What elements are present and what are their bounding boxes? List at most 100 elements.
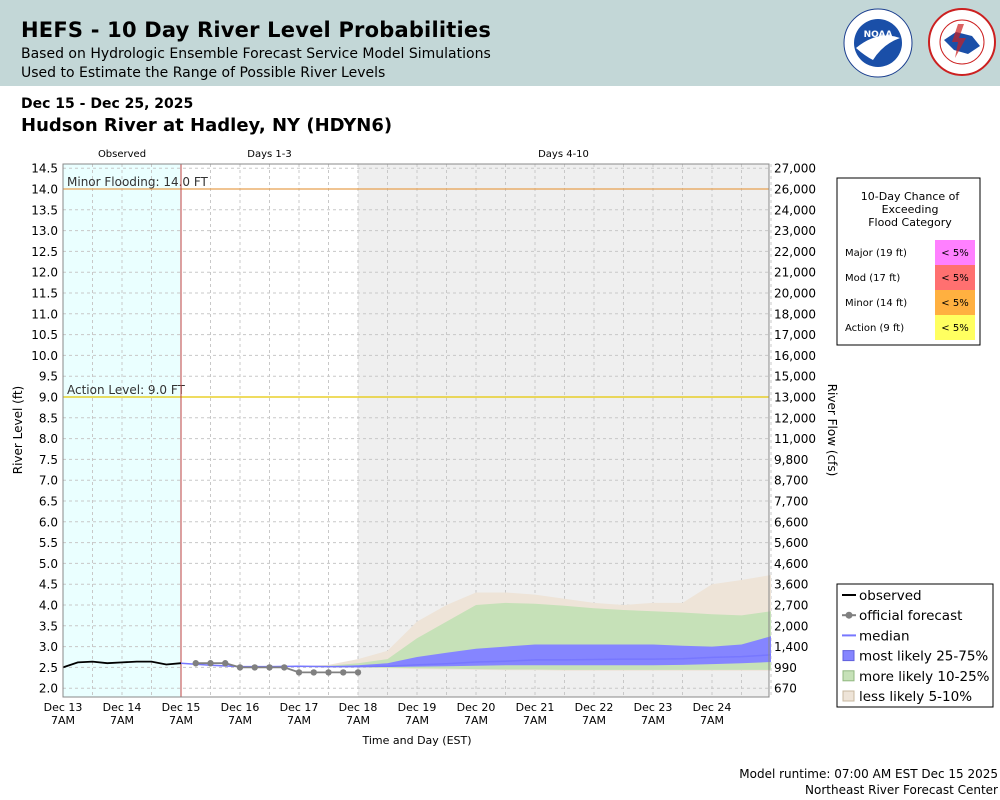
x-tick-day: Dec 16 xyxy=(221,701,260,714)
x-tick-day: Dec 18 xyxy=(339,701,378,714)
y-tick-label: 11.5 xyxy=(31,287,58,301)
y-tick-label: 14.5 xyxy=(31,162,58,176)
page-title: HEFS - 10 Day River Level Probabilities xyxy=(21,18,492,42)
x-tick-time: 7AM xyxy=(169,714,193,727)
flood-chance-title: Flood Category xyxy=(868,216,952,229)
legend-label: most likely 25-75% xyxy=(859,649,988,665)
model-runtime: Model runtime: 07:00 AM EST Dec 15 2025 xyxy=(739,767,998,781)
y2-tick-label: 12,000 xyxy=(774,411,816,425)
page-header: HEFS - 10 Day River Level Probabilities … xyxy=(0,0,1000,86)
y2-tick-label: 18,000 xyxy=(774,307,816,321)
y-tick-label: 11.0 xyxy=(31,307,58,321)
flood-category-value: < 5% xyxy=(941,323,968,334)
flood-category-swatch xyxy=(935,240,975,265)
station-name: Hudson River at Hadley, NY (HDYN6) xyxy=(21,115,393,136)
y-axis-label: River Level (ft) xyxy=(11,386,25,474)
period-label: Days 4-10 xyxy=(538,149,589,160)
y2-tick-label: 17,000 xyxy=(774,328,816,342)
legend-label: median xyxy=(859,628,910,644)
y2-tick-label: 7,700 xyxy=(774,495,808,509)
flood-category-label: Mod (17 ft) xyxy=(845,273,900,284)
flood-category-label: Major (19 ft) xyxy=(845,248,907,259)
page-subtitle: Based on Hydrologic Ensemble Forecast Se… xyxy=(21,46,491,62)
x-tick-day: Dec 20 xyxy=(457,701,496,714)
noaa-logo: NOAA xyxy=(843,8,913,78)
forecast-point xyxy=(251,664,258,671)
legend-label: less likely 5-10% xyxy=(859,689,972,705)
flood-category-value: < 5% xyxy=(941,298,968,309)
forecast-point xyxy=(222,660,229,667)
y2-tick-label: 11,000 xyxy=(774,432,816,446)
x-tick-day: Dec 15 xyxy=(162,701,201,714)
forecast-point xyxy=(281,664,288,671)
forecast-point xyxy=(310,669,317,676)
nws-logo xyxy=(928,8,996,76)
legend-label: more likely 10-25% xyxy=(859,669,990,685)
y2-tick-label: 24,000 xyxy=(774,203,816,217)
y-tick-label: 10.0 xyxy=(31,349,58,363)
page-subtitle-2: Used to Estimate the Range of Possible R… xyxy=(21,65,386,81)
x-axis-label: Time and Day (EST) xyxy=(361,734,471,747)
y2-tick-label: 8,700 xyxy=(774,474,808,488)
hydrograph-chart: Minor Flooding: 14.0 FT Action Level: 9.0… xyxy=(11,149,994,747)
y-tick-label: 8.5 xyxy=(39,411,58,425)
y-tick-label: 6.5 xyxy=(39,495,58,509)
y2-tick-label: 670 xyxy=(774,682,797,696)
legend-swatch-dot xyxy=(845,611,853,619)
y2-tick-label: 2,000 xyxy=(774,619,808,633)
y-tick-label: 6.0 xyxy=(39,515,58,529)
x-tick-day: Dec 17 xyxy=(280,701,319,714)
svg-text:NOAA: NOAA xyxy=(864,30,893,40)
flood-category-label: Minor (14 ft) xyxy=(845,298,907,309)
y-tick-label: 3.5 xyxy=(39,619,58,633)
y-tick-label: 13.0 xyxy=(31,224,58,238)
x-tick-time: 7AM xyxy=(464,714,488,727)
series-observed xyxy=(62,660,182,669)
flood-category-swatch xyxy=(935,315,975,340)
forecast-point xyxy=(295,669,303,676)
y2-tick-label: 26,000 xyxy=(774,183,816,197)
x-tick-day: Dec 22 xyxy=(575,701,614,714)
y2-tick-label: 21,000 xyxy=(774,266,816,280)
legend-swatch xyxy=(842,690,855,702)
y2-tick-label: 13,000 xyxy=(774,391,816,405)
legend-box xyxy=(836,583,994,708)
period-label: Days 1-3 xyxy=(247,149,291,160)
forecast-point xyxy=(325,669,332,676)
y2-tick-label: 3,600 xyxy=(774,578,808,592)
forecast-point xyxy=(207,660,214,667)
y2-tick-label: 16,000 xyxy=(774,349,816,363)
legend-swatch xyxy=(842,650,855,662)
date-range: Dec 15 - Dec 25, 2025 xyxy=(21,96,194,112)
y-tick-label: 13.5 xyxy=(31,203,58,217)
x-tick-time: 7AM xyxy=(641,714,665,727)
series-median xyxy=(180,654,772,668)
legend-label: observed xyxy=(859,588,922,604)
x-tick-time: 7AM xyxy=(51,714,75,727)
y-tick-label: 4.5 xyxy=(39,578,58,592)
y2-tick-label: 2,700 xyxy=(774,599,808,613)
flood-chance-title: 10-Day Chance of xyxy=(861,190,961,203)
x-tick-day: Dec 14 xyxy=(103,701,142,714)
y2-tick-label: 1,400 xyxy=(774,640,808,654)
threshold-label-minor: Minor Flooding: 14.0 FT xyxy=(67,175,209,189)
plot-border xyxy=(62,163,770,698)
flood-category-value: < 5% xyxy=(941,273,968,284)
x-tick-time: 7AM xyxy=(287,714,311,727)
x-tick-day: Dec 21 xyxy=(516,701,555,714)
x-tick-time: 7AM xyxy=(228,714,252,727)
y2-tick-label: 22,000 xyxy=(774,245,816,259)
y2-tick-label: 20,000 xyxy=(774,287,816,301)
y2-tick-label: 9,800 xyxy=(774,453,808,467)
y-tick-label: 10.5 xyxy=(31,328,58,342)
forecast-point xyxy=(266,664,273,671)
y-tick-label: 12.5 xyxy=(31,245,58,259)
x-tick-day: Dec 23 xyxy=(634,701,673,714)
y-tick-label: 4.0 xyxy=(39,599,58,613)
legend-swatch xyxy=(842,670,855,682)
x-tick-time: 7AM xyxy=(523,714,547,727)
threshold-label-action: Action Level: 9.0 FT xyxy=(67,383,186,397)
flood-category-swatch xyxy=(935,290,975,315)
y-tick-label: 3.0 xyxy=(39,640,58,654)
y2-tick-label: 5,600 xyxy=(774,536,808,550)
